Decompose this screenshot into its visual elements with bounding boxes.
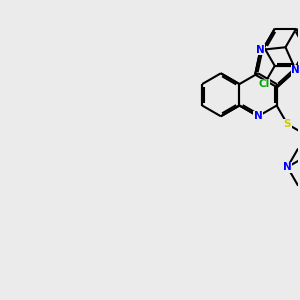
Text: N: N (283, 162, 292, 172)
Text: N: N (254, 111, 262, 121)
Text: Cl: Cl (258, 80, 270, 89)
Text: S: S (284, 119, 291, 129)
Text: N: N (291, 65, 300, 75)
Text: N: N (256, 45, 265, 55)
